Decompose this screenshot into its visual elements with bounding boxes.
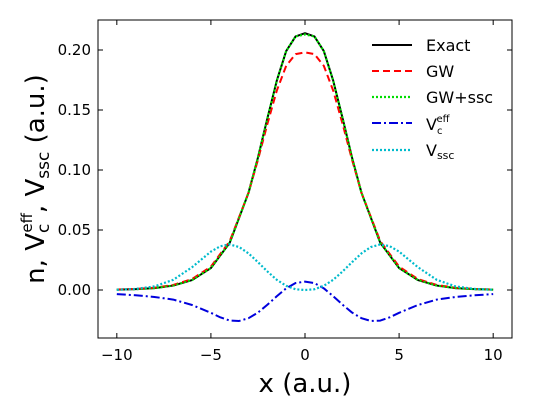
legend-label-gw: GW [426,62,454,81]
x-tick-label: 0 [300,346,310,364]
y-label-eff-sup: eff [18,212,36,232]
x-tick-label: 10 [484,346,503,364]
y-tick-label: 0.10 [58,161,91,179]
y-tick-label: 0.00 [58,281,91,299]
y-tick-label: 0.05 [58,221,91,239]
y-label-base: n, V [21,233,51,284]
x-axis: −10 −5 0 5 10 [101,20,503,364]
y-tick-label: 0.20 [58,41,91,59]
legend-vc-base: V [426,115,437,134]
y-label-units: (a.u.) [21,74,51,152]
series-line-vssc [116,243,494,292]
x-tick-label: −10 [101,346,133,364]
y-axis-label: n, Vceff, Vssc (a.u.) [18,74,54,284]
x-tick-label: −5 [200,346,222,364]
y-label-sep: , V [21,179,51,214]
legend: Exact GW GW+ssc Vceff Vssc [372,36,493,162]
series-line-gw-ssc [116,33,494,291]
x-axis-label: x (a.u.) [259,369,352,399]
legend-label-vc-eff: Vceff [426,114,451,137]
legend-vc-sup: eff [436,114,450,125]
legend-vc-sub: c [437,126,443,137]
y-axis: 0.00 0.05 0.10 0.15 0.20 [58,41,512,299]
x-tick-label: 5 [394,346,404,364]
series-layer [116,32,494,322]
y-label-ssc-sub: ssc [34,152,54,179]
series-line-vc-eff [116,280,494,322]
legend-vssc-sub: ssc [437,149,455,162]
y-tick-label: 0.15 [58,101,91,119]
legend-label-vssc: Vssc [426,141,454,162]
y-label-c-sub: c [34,224,54,233]
legend-label-gw-ssc: GW+ssc [426,88,493,107]
legend-vssc-base: V [426,141,437,160]
legend-label-exact: Exact [426,36,470,55]
